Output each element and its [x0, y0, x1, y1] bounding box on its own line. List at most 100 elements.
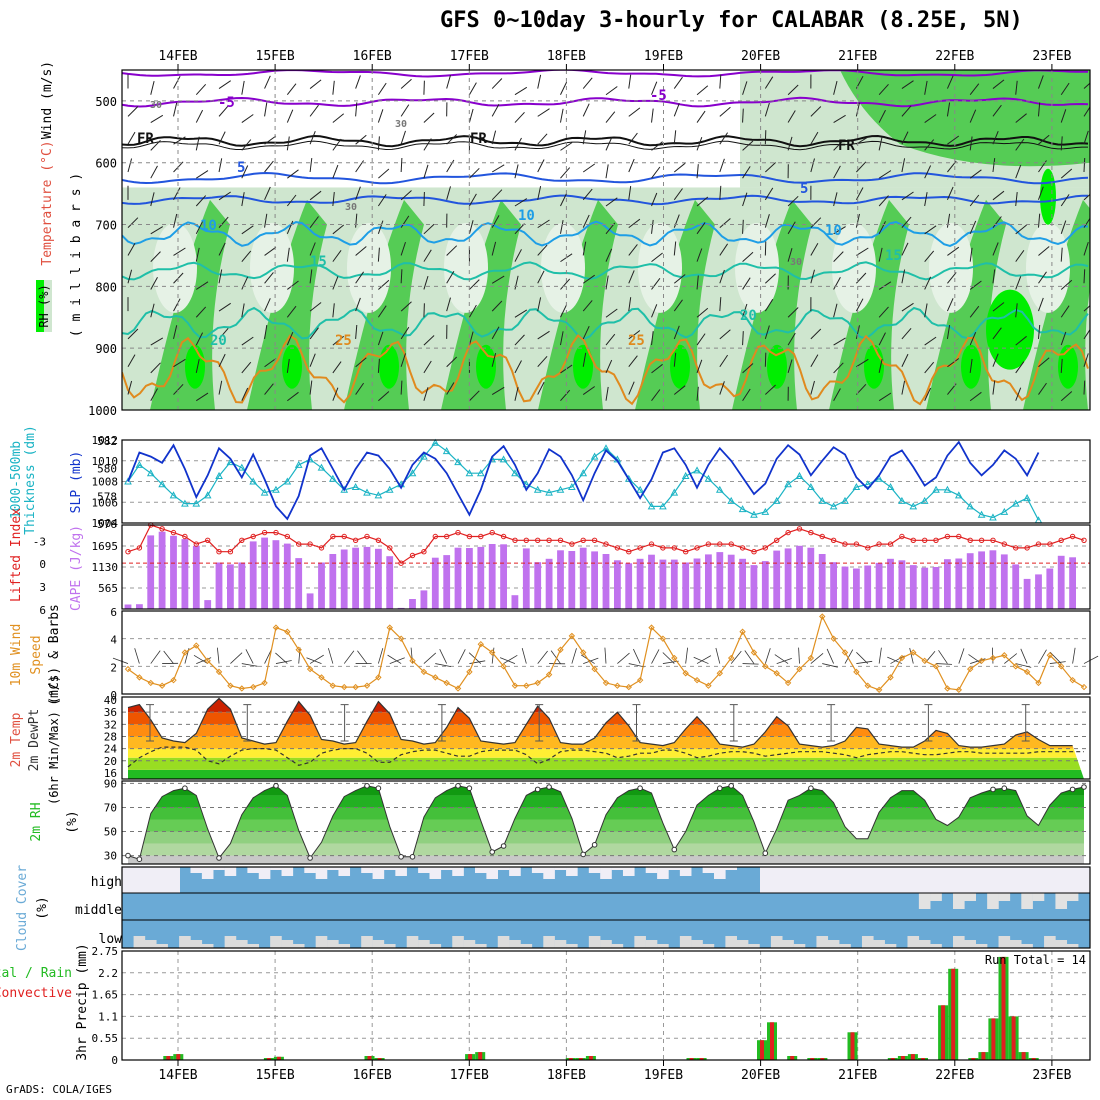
wind-barb [537, 330, 550, 340]
wind10-barb [309, 654, 324, 664]
wind-barb [1083, 380, 1086, 395]
date-label-top: 14FEB [158, 49, 197, 64]
wind-barb [559, 108, 564, 123]
thickness-point [681, 471, 690, 479]
thickness-point [659, 502, 667, 510]
thickness-point [863, 480, 872, 488]
wind-barb [355, 324, 358, 339]
wind-barb [651, 304, 658, 318]
wind10-point [1023, 668, 1031, 676]
wind-barb [651, 363, 663, 374]
wind-barb [309, 353, 316, 367]
li-point [500, 533, 507, 540]
wind-barb [468, 193, 477, 207]
li-point [865, 545, 871, 551]
wind10-point [1046, 652, 1054, 659]
wind10-point [454, 685, 462, 692]
cape-bar [431, 557, 439, 609]
cape-bar [136, 604, 143, 609]
wind-barb [423, 164, 429, 179]
li-point [933, 537, 939, 543]
wind-barb [309, 104, 319, 117]
wind-barb [241, 250, 252, 262]
wind-barb [628, 185, 632, 200]
wind10-barb [550, 650, 561, 664]
cloud-low-gap [133, 936, 146, 948]
wind-barb [332, 361, 342, 374]
wind-barb [878, 392, 892, 402]
wind-barb [764, 76, 774, 89]
contour-label: 20 [740, 308, 757, 324]
pressure-tick-label: 800 [95, 280, 117, 294]
wind10-point [477, 640, 485, 648]
cape-bar [420, 590, 428, 609]
date-label-bottom: 14FEB [158, 1068, 197, 1083]
wind-barb [605, 164, 609, 179]
li-point [660, 545, 666, 551]
wind10-barb [909, 647, 914, 664]
li-point [307, 541, 313, 547]
thickness-point [920, 496, 929, 504]
thickness-tick-label: 582 [97, 435, 117, 448]
precip-convective-bar [760, 1040, 764, 1060]
wind-barb [946, 298, 954, 312]
wind-barb [1060, 305, 1070, 318]
rh-plume [247, 199, 327, 410]
wind10-barb [662, 660, 679, 664]
precip-convective-bar [810, 1058, 815, 1060]
wind-barb [514, 386, 519, 401]
contour-label: 25 [335, 333, 352, 349]
cloud-mid-gap [964, 893, 976, 901]
run-total-label: Run Total = 14 [985, 953, 1086, 967]
wind10-barb [685, 647, 688, 664]
li-tick-label: 3 [39, 581, 46, 594]
wind10-point [329, 682, 337, 689]
wind-barb [309, 79, 322, 89]
li-point [330, 533, 336, 540]
li-point [842, 541, 848, 547]
contour-label: -5 [650, 88, 667, 104]
wind-barb [514, 360, 522, 374]
wind-barb [901, 131, 909, 145]
wind-barb [491, 103, 500, 117]
cape-bar [147, 535, 155, 609]
li-point [728, 541, 734, 547]
precip-tick-label: 0.55 [92, 1032, 119, 1045]
wind-barb [491, 215, 500, 228]
precip-tick-label: 1.65 [92, 989, 119, 1002]
wind-barb [673, 274, 686, 284]
cape-bar [921, 567, 929, 609]
wind-barb [127, 106, 139, 117]
thickness-point [954, 491, 963, 499]
cloud-high-gap [224, 867, 237, 876]
wind-barb [833, 388, 841, 401]
wind-barb [400, 353, 406, 367]
li-point [284, 533, 290, 540]
thickness-point [340, 485, 349, 493]
wind-barb [855, 187, 864, 201]
cloud-low-gap [953, 936, 965, 948]
rh-point [990, 786, 996, 793]
li-point [762, 545, 768, 551]
wind-barb [1060, 136, 1063, 151]
precip-convective-bar [1021, 1052, 1026, 1060]
li-point [1013, 545, 1019, 551]
wind-barb [218, 242, 226, 256]
cloud-high-gap [201, 867, 214, 879]
cape-tick-label: 1130 [92, 561, 119, 574]
wind-ylabel-c: (m/s) & Barbs [47, 604, 62, 706]
cape-bar [545, 558, 553, 609]
li-point [387, 545, 393, 551]
wind10-barb [1038, 649, 1047, 664]
cloud-low-gap [702, 944, 715, 948]
cloud-low-gap [406, 936, 419, 948]
wind-barb [1038, 186, 1044, 200]
cape-bar [261, 537, 268, 609]
cloud-low-gap [383, 944, 396, 948]
wind-barb [173, 247, 186, 256]
wind-barb [924, 250, 935, 262]
temp-band [128, 748, 1084, 758]
wind-barb [218, 302, 231, 312]
wind-barb [787, 84, 799, 96]
wind10-point [1012, 663, 1019, 670]
